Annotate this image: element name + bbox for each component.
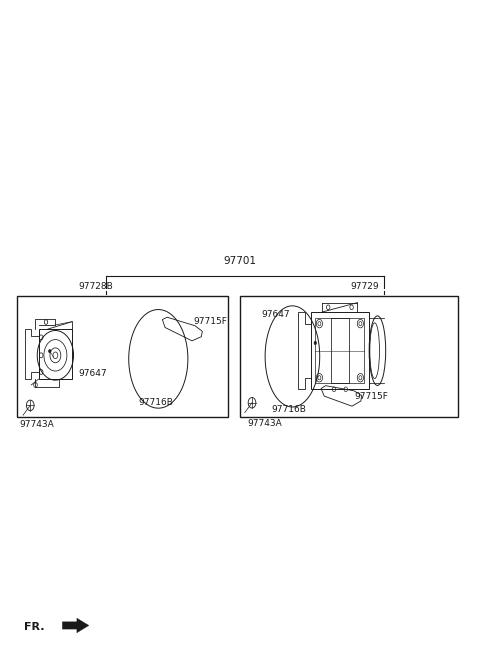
Text: FR.: FR. [24,622,45,633]
Bar [17,296,228,417]
Text: 97728B: 97728B [79,282,113,291]
Text: 97729: 97729 [350,282,379,291]
Text: 97701: 97701 [224,256,256,266]
Text: 97647: 97647 [78,369,107,378]
Bar [240,296,458,417]
Text: 97715F: 97715F [354,392,388,401]
Text: 97647: 97647 [262,310,290,319]
Text: 97716B: 97716B [138,399,173,407]
Text: 97743A: 97743A [247,419,282,428]
Circle shape [48,350,51,353]
Text: 97716B: 97716B [271,405,306,414]
Text: 97715F: 97715F [194,317,228,327]
Circle shape [314,341,316,345]
Text: 97743A: 97743A [20,420,54,429]
Polygon shape [62,618,89,633]
